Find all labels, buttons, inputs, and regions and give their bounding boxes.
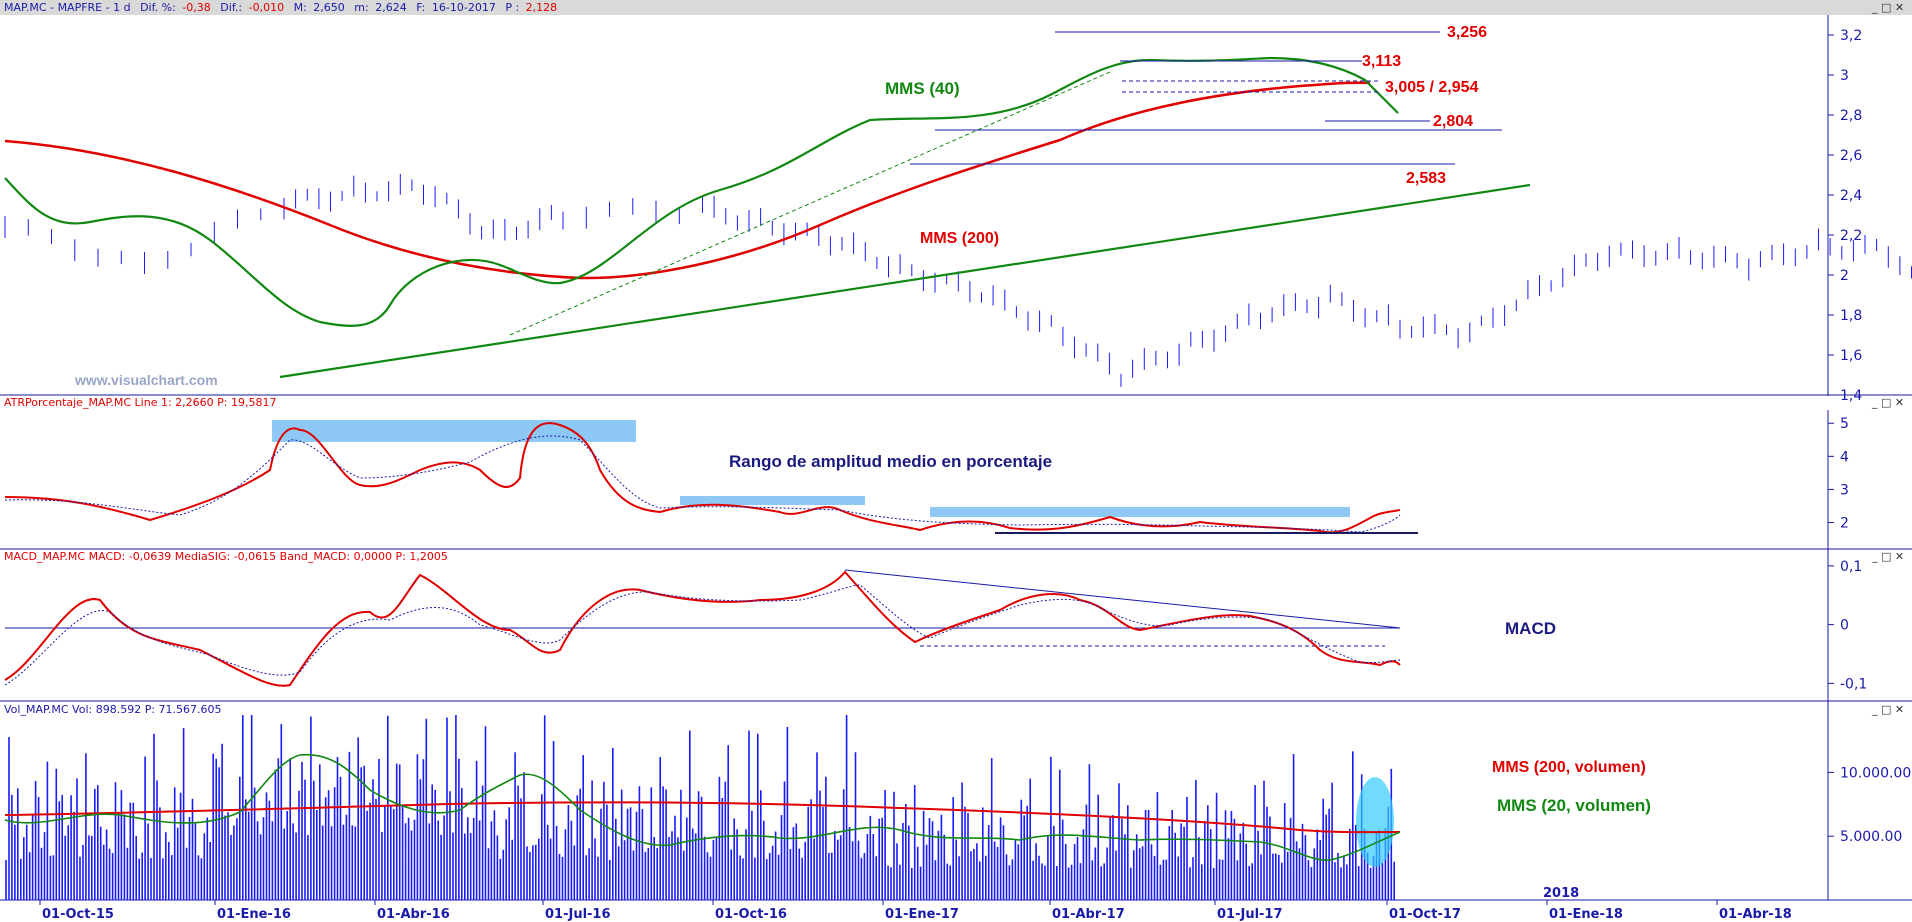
atr-title: Rango de amplitud medio en porcentaje: [729, 452, 1052, 471]
price-tick-label: 3,2: [1840, 28, 1862, 44]
level-label-3005-2954: 3,005 / 2,954: [1385, 79, 1479, 96]
macd-header: MACD_MAP.MC MACD: -0,0639 MediaSIG: -0,0…: [4, 550, 448, 563]
macd-signal: [4, 584, 1401, 686]
price-tick-label: 1,8: [1840, 308, 1862, 324]
atr-tick-label: 2: [1840, 516, 1849, 532]
svg-text:MAP.MC - MAPFRE - 1 d Di: MAP.MC - MAPFRE - 1 d Dif. %: -0,38 Dif.…: [4, 1, 557, 14]
volume-bars: [5, 715, 1395, 900]
price-header-bar: MAP.MC - MAPFRE - 1 d Dif. %: -0,38 Dif.…: [0, 0, 1912, 15]
mms200-line: [4, 81, 1371, 280]
x-tick-label: 01-Abr-17: [1052, 907, 1125, 922]
volume-mms200-line: [4, 801, 1401, 834]
volume-header-bar: Vol_MAP.MC Vol: 898.592 P: 71.567.605 _ …: [4, 703, 1904, 716]
level-label-3113: 3,113: [1362, 53, 1401, 70]
x-axis: 01-Oct-15 01-Ene-16 01-Abr-16 01-Jul-16 01-O…: [39, 886, 1792, 922]
price-bar-series: [4, 173, 1912, 387]
level-label-2583: 2,583: [1406, 170, 1446, 187]
macd-title: MACD: [1505, 619, 1556, 638]
macd-tick-label: -0,1: [1840, 676, 1867, 692]
level-label-3256: 3,256: [1447, 24, 1487, 41]
volume-y-axis: 10.000.00 5.000.00: [1828, 765, 1911, 845]
atr-header-bar: ATRPorcentaje_MAP.MC Line 1: 2,2660 P: 1…: [0, 396, 1912, 410]
x-tick-label: 01-Abr-18: [1719, 907, 1792, 922]
price-tick-label: 2,8: [1840, 108, 1862, 124]
watermark: www.visualchart.com: [74, 372, 218, 388]
price-y-axis: 3,2 3 2,8 2,6 2,4 2,2 2 1,8 1,6 1,4: [1828, 28, 1862, 404]
macd-tick-label: 0: [1840, 618, 1849, 634]
x-tick-label: 01-Ene-16: [217, 907, 291, 922]
macd-trendline: [844, 569, 1401, 629]
x-tick-label: 2018: [1543, 886, 1579, 901]
price-tick-label: 1,6: [1840, 348, 1862, 364]
price-tick-label: 2,4: [1840, 188, 1862, 204]
volume-legend-mms200: MMS (200, volumen): [1492, 759, 1646, 776]
macd-line: [4, 570, 1401, 687]
volume-bar-series: [5, 715, 1395, 900]
svg-text:_ □ ✕: _ □ ✕: [1871, 1, 1904, 14]
atr-header: ATRPorcentaje_MAP.MC Line 1: 2,2660 P: 1…: [4, 396, 276, 409]
price-series: [4, 173, 1912, 387]
volume-tick-label: 5.000.00: [1840, 829, 1902, 845]
window-controls-atr[interactable]: _ □ ✕: [1871, 396, 1904, 409]
atr-highlight-zones: [272, 420, 1350, 517]
macd-header-bar: MACD_MAP.MC MACD: -0,0639 MediaSIG: -0,0…: [4, 550, 1904, 563]
x-tick-label: 01-Jul-16: [545, 907, 611, 922]
price-tick-label: 3: [1840, 68, 1849, 84]
volume-tick-label: 10.000.00: [1840, 765, 1911, 781]
price-tick-label: 1,4: [1840, 388, 1862, 404]
x-tick-label: 01-Ene-18: [1549, 907, 1623, 922]
atr-signal: [4, 435, 1401, 533]
macd-tick-label: 0,1: [1840, 559, 1862, 575]
x-tick-label: 01-Jul-17: [1217, 907, 1283, 922]
price-tick-label: 2: [1840, 268, 1849, 284]
atr-tick-label: 3: [1840, 482, 1849, 498]
volume-highlight: [1356, 777, 1394, 867]
x-tick-label: 01-Abr-16: [377, 907, 450, 922]
atr-line: [4, 422, 1401, 534]
atr-tick-label: 4: [1840, 449, 1849, 465]
support-lines: [279, 31, 1531, 379]
x-tick-label: 01-Oct-15: [42, 907, 114, 922]
price-tick-label: 2,6: [1840, 148, 1862, 164]
mms40-line: [4, 56, 1399, 327]
volume-header: Vol_MAP.MC Vol: 898.592 P: 71.567.605: [4, 703, 222, 716]
atr-y-axis: 5 4 3 2: [1828, 416, 1849, 532]
window-controls-volume[interactable]: _ □ ✕: [1871, 703, 1904, 716]
mms200-label: MMS (200): [920, 230, 999, 247]
atr-tick-label: 5: [1840, 416, 1849, 432]
mms40-label: MMS (40): [885, 79, 960, 98]
macd-y-axis: 0,1 0 -0,1: [1828, 559, 1867, 692]
header-symbol: MAP.MC - MAPFRE - 1 d: [4, 1, 131, 14]
x-tick-label: 01-Oct-16: [715, 907, 787, 922]
level-label-2804: 2,804: [1433, 113, 1473, 130]
x-tick-label: 01-Oct-17: [1389, 907, 1461, 922]
volume-legend-mms20: MMS (20, volumen): [1497, 796, 1651, 815]
x-tick-label: 01-Ene-17: [885, 907, 959, 922]
window-controls-macd[interactable]: _ □ ✕: [1871, 550, 1904, 563]
volume-mms20-line: [4, 753, 1401, 861]
window-controls-price[interactable]: _ □ ✕: [1871, 1, 1904, 14]
price-tick-label: 2,2: [1840, 228, 1862, 244]
